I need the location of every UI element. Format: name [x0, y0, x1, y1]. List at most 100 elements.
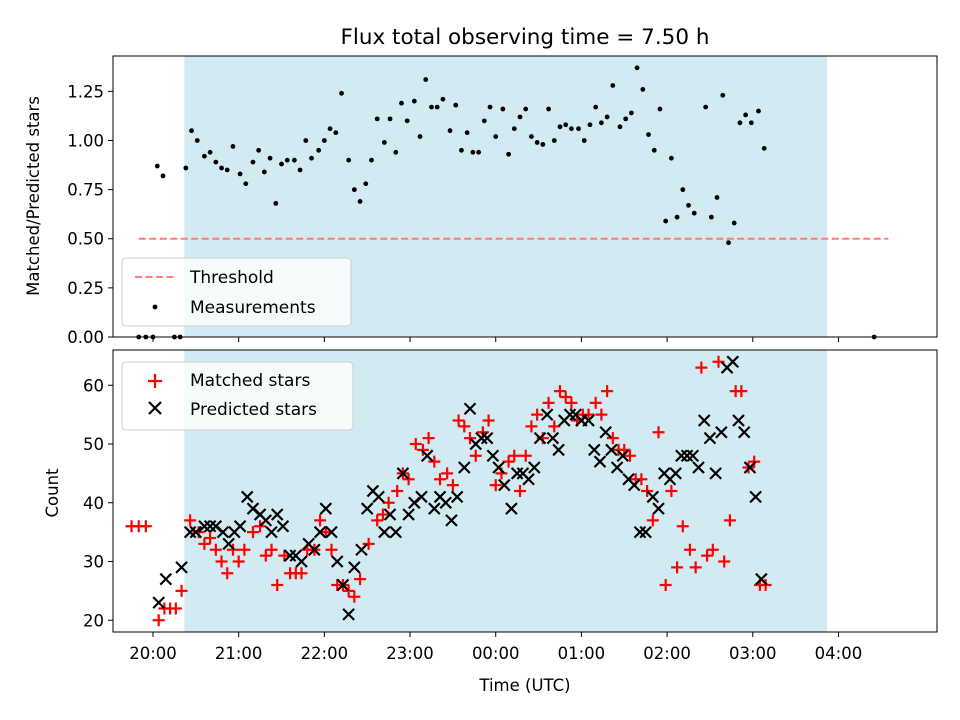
matched-star-point: [464, 432, 477, 445]
measurement-point: [237, 171, 243, 177]
measurement-point: [201, 153, 207, 159]
predicted-star-point: [486, 449, 500, 463]
predicted-star-stroke: [259, 514, 273, 527]
measurement-point: [517, 114, 523, 120]
predicted-star-point: [732, 414, 745, 427]
predicted-star-stroke: [355, 543, 368, 557]
predicted-star-point: [522, 472, 535, 486]
predicted-star-stroke: [652, 502, 665, 515]
measurement-point: [651, 147, 657, 153]
predicted-star-point: [743, 461, 757, 474]
matched-star-point: [508, 449, 521, 462]
matched-star-point: [701, 549, 714, 562]
predicted-star-stroke: [445, 514, 458, 527]
predicted-star-stroke: [265, 525, 278, 539]
predicted-star-point: [726, 355, 740, 369]
legend-measurements-swatch: [152, 304, 158, 310]
measurement-point: [423, 77, 429, 82]
predicted-star-point: [383, 508, 397, 521]
predicted-star-point: [183, 525, 197, 539]
predicted-star-point: [198, 519, 211, 533]
predicted-star-stroke: [189, 525, 203, 539]
measurement-point: [604, 114, 610, 120]
predicted-star-point: [715, 425, 728, 439]
predicted-star-stroke: [709, 467, 722, 480]
predicted-star-stroke: [222, 537, 235, 551]
predicted-star-stroke: [240, 490, 254, 504]
matched-star-point: [354, 573, 367, 586]
legend-threshold-label: Threshold: [189, 268, 274, 288]
matched-star-point: [671, 561, 684, 574]
predicted-star-stroke: [516, 467, 530, 480]
predicted-star-stroke: [749, 490, 762, 504]
measurement-point: [387, 116, 393, 122]
measurement-point: [581, 138, 587, 143]
predicted-star-point: [680, 449, 694, 463]
predicted-star-point: [510, 467, 524, 480]
measurement-point: [230, 143, 236, 149]
predicted-star-stroke: [246, 502, 260, 515]
predicted-star-point: [533, 431, 547, 445]
predicted-star-point: [348, 561, 361, 574]
predicted-star-point: [276, 519, 290, 533]
predicted-star-stroke: [420, 449, 434, 463]
ratio-y-tick-label: 1.00: [67, 131, 104, 150]
predicted-star-stroke: [522, 472, 535, 486]
predicted-star-stroke: [295, 555, 308, 568]
predicted-star-point: [703, 431, 717, 445]
predicted-star-stroke: [486, 449, 500, 463]
x-axis-label: Time (UTC): [478, 676, 570, 695]
predicted-star-point: [599, 425, 612, 439]
predicted-star-point: [627, 478, 641, 492]
x-tick-label: 04:00: [815, 644, 863, 663]
ratio-y-tick-label: 1.25: [67, 82, 104, 101]
predicted-star-point: [420, 449, 434, 463]
predicted-star-point: [646, 490, 660, 504]
matched-star-point: [325, 543, 338, 556]
predicted-star-stroke: [675, 449, 688, 463]
matched-star-point: [446, 479, 459, 492]
predicted-star-stroke: [510, 467, 524, 480]
measurement-point: [493, 134, 499, 139]
measurement-point: [267, 155, 273, 161]
measurement-point: [333, 130, 339, 136]
measurement-point: [748, 120, 754, 126]
measurement-point: [369, 157, 374, 163]
ratio-y-axis-label: Matched/Predicted stars: [24, 96, 43, 296]
count-y-tick-label: 30: [83, 553, 104, 572]
count-y-tick-label: 50: [83, 435, 104, 454]
predicted-star-stroke: [383, 508, 397, 521]
predicted-star-point: [308, 543, 321, 557]
matched-star-point: [184, 514, 197, 527]
matched-star-point: [565, 396, 578, 409]
measurement-point: [316, 147, 322, 153]
predicted-star-stroke: [372, 490, 385, 504]
measurement-point: [476, 149, 481, 155]
ratio-y-tick-label: 0.50: [67, 230, 104, 249]
measurement-point: [243, 181, 249, 187]
predicted-star-point: [265, 525, 278, 539]
predicted-star-stroke: [697, 414, 711, 427]
measurement-point: [563, 122, 569, 128]
predicted-star-point: [546, 431, 560, 445]
matched-star-point: [589, 396, 602, 409]
predicted-star-stroke: [498, 478, 511, 492]
predicted-star-stroke: [402, 508, 415, 521]
predicted-star-point: [439, 496, 453, 510]
matched-star-point: [553, 385, 566, 398]
measurement-point: [663, 218, 669, 224]
x-tick-label: 02:00: [643, 644, 691, 663]
predicted-star-point: [605, 443, 618, 457]
measurement-point: [587, 122, 593, 128]
measurement-point: [219, 165, 224, 171]
matched-star-point: [659, 579, 672, 591]
predicted-star-stroke: [330, 555, 344, 568]
matched-star-point: [683, 543, 696, 556]
predicted-star-stroke: [715, 425, 728, 439]
predicted-star-point: [415, 490, 428, 504]
matched-star-point: [348, 590, 361, 603]
matched-star-point: [695, 361, 708, 374]
predicted-star-stroke: [552, 443, 565, 457]
predicted-star-stroke: [276, 519, 290, 533]
